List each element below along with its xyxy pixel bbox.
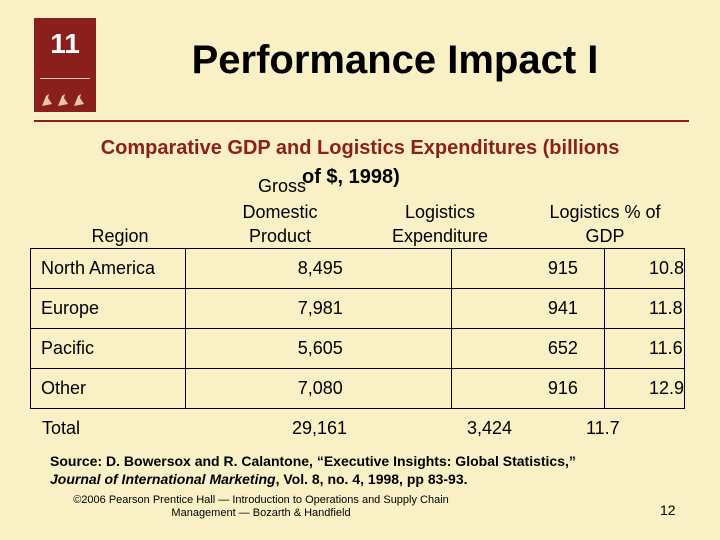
percent-cell: 12.9 xyxy=(603,368,686,409)
table-row: North America 8,495 915 10.8 xyxy=(30,248,686,289)
header-logistics-line2: Expenditure xyxy=(391,226,489,246)
source-line1: Source: D. Bowersox and R. Calantone, “E… xyxy=(50,453,576,469)
region-cell: North America xyxy=(30,248,186,289)
percent-cell: 10.8 xyxy=(603,248,686,289)
total-logistics: 3,424 xyxy=(467,418,513,438)
gdp-cell: 8,495 xyxy=(184,248,452,289)
logo-divider xyxy=(40,78,90,79)
total-percent: 11.7 xyxy=(586,418,620,438)
region-cell: Pacific xyxy=(30,328,186,369)
source-citation: Source: D. Bowersox and R. Calantone, “E… xyxy=(50,452,690,488)
gdp-cell: 5,605 xyxy=(184,328,452,369)
table-row: Pacific 5,605 652 11.6 xyxy=(30,328,686,369)
gdp-cell: 7,981 xyxy=(184,288,452,329)
header-region: Region xyxy=(91,226,149,246)
footer-line1: ©2006 Pearson Prentice Hall — Introducti… xyxy=(73,494,449,506)
total-label: Total xyxy=(42,418,81,438)
gdp-cell: 7,080 xyxy=(184,368,452,409)
copyright-footer: ©2006 Pearson Prentice Hall — Introducti… xyxy=(46,494,476,520)
source-line2: Journal of International Marketing, Vol.… xyxy=(50,470,690,488)
table-subtitle-units: of $, 1998) xyxy=(302,166,400,188)
total-gdp: 29,161 xyxy=(292,418,348,438)
logistics-cell: 915 xyxy=(450,248,605,289)
table-subtitle: Comparative GDP and Logistics Expenditur… xyxy=(100,137,620,159)
header-gdp-line3: Product xyxy=(248,226,312,246)
source-details: , Vol. 8, no. 4, 1998, pp 83-93. xyxy=(275,471,468,487)
table-row: Europe 7,981 941 11.8 xyxy=(30,288,686,329)
page-number: 12 xyxy=(660,502,676,518)
table-row: Other 7,080 916 12.9 xyxy=(30,368,686,409)
gdp-logistics-table: North America 8,495 915 10.8 Europe 7,98… xyxy=(30,248,686,409)
header-percent-line1: Logistics % of xyxy=(549,202,661,222)
logistics-cell: 916 xyxy=(450,368,605,409)
percent-cell: 11.6 xyxy=(603,328,686,369)
region-cell: Europe xyxy=(30,288,186,329)
percent-cell: 11.8 xyxy=(603,288,686,329)
header-gdp-line1: Gross xyxy=(257,176,306,196)
header-gdp-line2: Domestic xyxy=(242,202,318,222)
logistics-cell: 652 xyxy=(450,328,605,369)
chapter-logo: 11 xyxy=(34,18,96,112)
region-cell: Other xyxy=(30,368,186,409)
geese-icon xyxy=(42,94,84,106)
header-percent-line2: GDP xyxy=(585,226,625,246)
logistics-cell: 941 xyxy=(450,288,605,329)
header-logistics-line1: Logistics xyxy=(404,202,476,222)
chapter-number: 11 xyxy=(50,28,80,59)
journal-title: Journal of International Marketing xyxy=(50,471,276,487)
title-divider xyxy=(34,120,689,122)
footer-line2: Management — Bozarth & Handfield xyxy=(171,507,351,519)
page-title: Performance Impact I xyxy=(191,38,599,82)
